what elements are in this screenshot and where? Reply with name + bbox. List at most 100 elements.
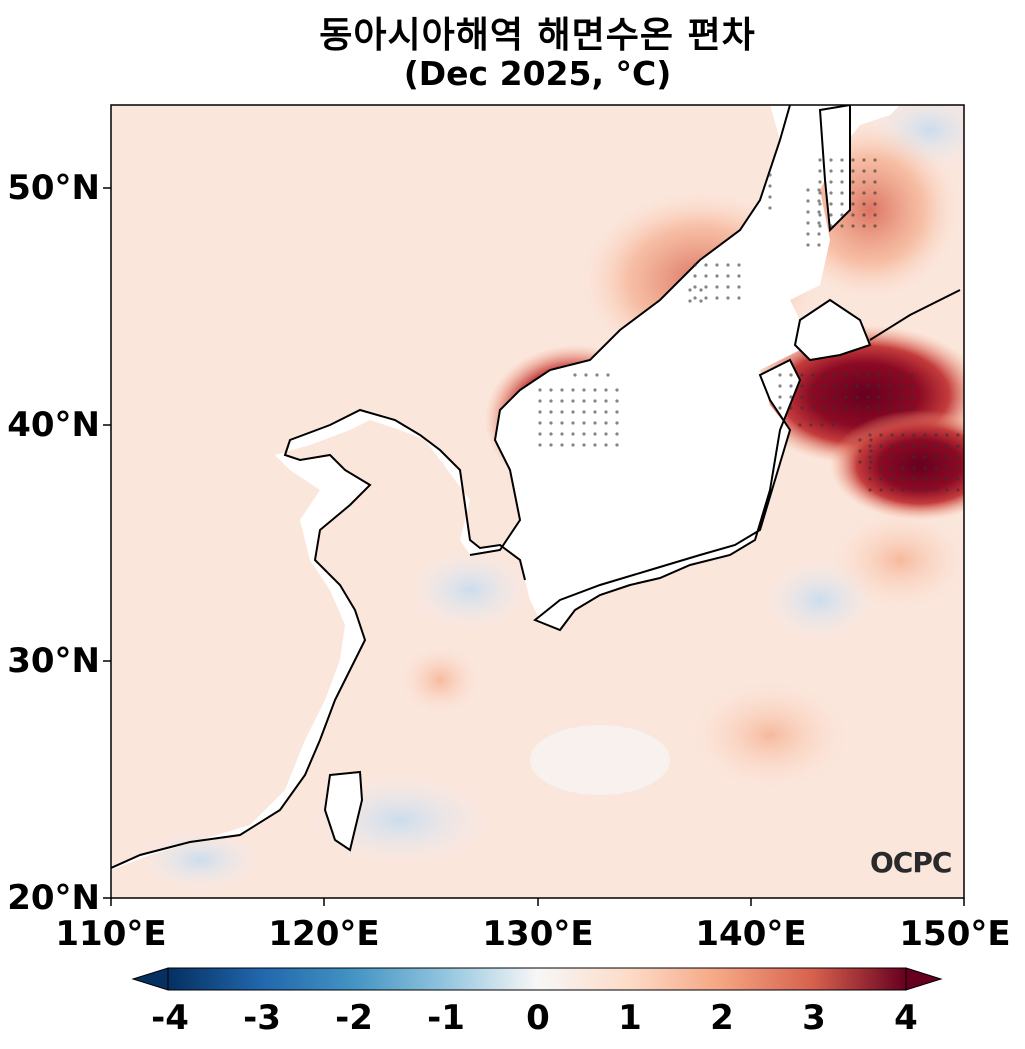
significance-dot bbox=[840, 180, 844, 184]
significance-dot bbox=[934, 444, 938, 448]
coastlines bbox=[111, 105, 961, 869]
significance-dot bbox=[910, 406, 914, 410]
significance-dot bbox=[910, 395, 914, 399]
significance-dot bbox=[811, 384, 815, 388]
significance-dot bbox=[560, 410, 564, 414]
significance-dot bbox=[726, 274, 730, 278]
significance-dot bbox=[693, 274, 697, 278]
significance-dot bbox=[890, 488, 894, 492]
significance-dot bbox=[817, 232, 821, 236]
significance-dot bbox=[923, 433, 927, 437]
significance-dot bbox=[945, 455, 949, 459]
significance-dot bbox=[584, 373, 588, 377]
significance-dot bbox=[538, 399, 542, 403]
significance-dot bbox=[923, 444, 927, 448]
significance-dot bbox=[912, 488, 916, 492]
significance-dot bbox=[840, 158, 844, 162]
significance-dot bbox=[693, 296, 697, 300]
significance-dot bbox=[888, 395, 892, 399]
significance-dot bbox=[879, 477, 883, 481]
significance-dot bbox=[888, 373, 892, 377]
significance-dot bbox=[571, 410, 575, 414]
significance-dot bbox=[956, 433, 960, 437]
significance-dot bbox=[811, 373, 815, 377]
significance-dot bbox=[956, 455, 960, 459]
significance-dot bbox=[912, 466, 916, 470]
significance-dot bbox=[615, 388, 619, 392]
significance-dot bbox=[844, 406, 848, 410]
significance-dot bbox=[879, 455, 883, 459]
significance-dot bbox=[866, 406, 870, 410]
significance-dot bbox=[840, 191, 844, 195]
significance-dot bbox=[768, 195, 772, 199]
significance-dot bbox=[934, 455, 938, 459]
significance-dot bbox=[829, 224, 833, 228]
significance-dot bbox=[818, 213, 822, 217]
significance-dot bbox=[868, 466, 872, 470]
significance-dot bbox=[833, 395, 837, 399]
significance-dot bbox=[768, 206, 772, 210]
significance-dot bbox=[582, 399, 586, 403]
significance-dot bbox=[862, 202, 866, 206]
significance-dot bbox=[868, 433, 872, 437]
significance-dot bbox=[582, 443, 586, 447]
significance-dot bbox=[768, 184, 772, 188]
significance-dot bbox=[899, 373, 903, 377]
y-tick-label: 40°N bbox=[7, 405, 100, 445]
significance-dot bbox=[858, 460, 862, 464]
significance-dot bbox=[899, 406, 903, 410]
significance-dot bbox=[934, 433, 938, 437]
significance-dot bbox=[715, 296, 719, 300]
significance-dot bbox=[829, 213, 833, 217]
significance-dot bbox=[912, 433, 916, 437]
significance-dot bbox=[945, 477, 949, 481]
significance-dot bbox=[604, 432, 608, 436]
significance-dot bbox=[806, 243, 810, 247]
significance-dot bbox=[615, 399, 619, 403]
significance-dot bbox=[862, 180, 866, 184]
significance-dot bbox=[615, 432, 619, 436]
significance-dot bbox=[789, 373, 793, 377]
significance-dot bbox=[571, 399, 575, 403]
colorbar-tick-label: 4 bbox=[894, 998, 918, 1038]
significance-dot bbox=[582, 421, 586, 425]
significance-dot bbox=[829, 202, 833, 206]
significance-dot bbox=[901, 433, 905, 437]
significance-dot bbox=[855, 373, 859, 377]
significance-dot bbox=[901, 444, 905, 448]
significance-dot bbox=[737, 274, 741, 278]
significance-dot bbox=[868, 477, 872, 481]
significance-dot bbox=[615, 421, 619, 425]
significance-dot bbox=[833, 384, 837, 388]
significance-dot bbox=[560, 388, 564, 392]
significance-dot bbox=[604, 410, 608, 414]
significance-dot bbox=[817, 243, 821, 247]
significance-dot bbox=[615, 443, 619, 447]
significance-dot bbox=[879, 444, 883, 448]
significance-dot bbox=[806, 221, 810, 225]
y-tick-label: 50°N bbox=[7, 168, 100, 208]
significance-dot bbox=[840, 213, 844, 217]
significance-dot bbox=[923, 455, 927, 459]
significance-dot bbox=[855, 395, 859, 399]
significance-dot bbox=[923, 466, 927, 470]
significance-dot bbox=[866, 395, 870, 399]
significance-dot bbox=[549, 432, 553, 436]
significance-dot bbox=[806, 199, 810, 203]
significance-dot bbox=[901, 455, 905, 459]
significance-dot bbox=[934, 477, 938, 481]
significance-dot bbox=[817, 210, 821, 214]
significance-dot bbox=[877, 373, 881, 377]
significance-dot bbox=[818, 202, 822, 206]
significance-dot bbox=[806, 232, 810, 236]
colorbar-tick-label: 0 bbox=[526, 998, 550, 1038]
significance-dot bbox=[715, 274, 719, 278]
significance-dot bbox=[873, 202, 877, 206]
significance-dot bbox=[549, 388, 553, 392]
significance-dot bbox=[715, 263, 719, 267]
significance-dot bbox=[851, 180, 855, 184]
significance-dot bbox=[704, 263, 708, 267]
significance-dot bbox=[945, 433, 949, 437]
significance-dot bbox=[726, 285, 730, 289]
significance-dot bbox=[851, 213, 855, 217]
